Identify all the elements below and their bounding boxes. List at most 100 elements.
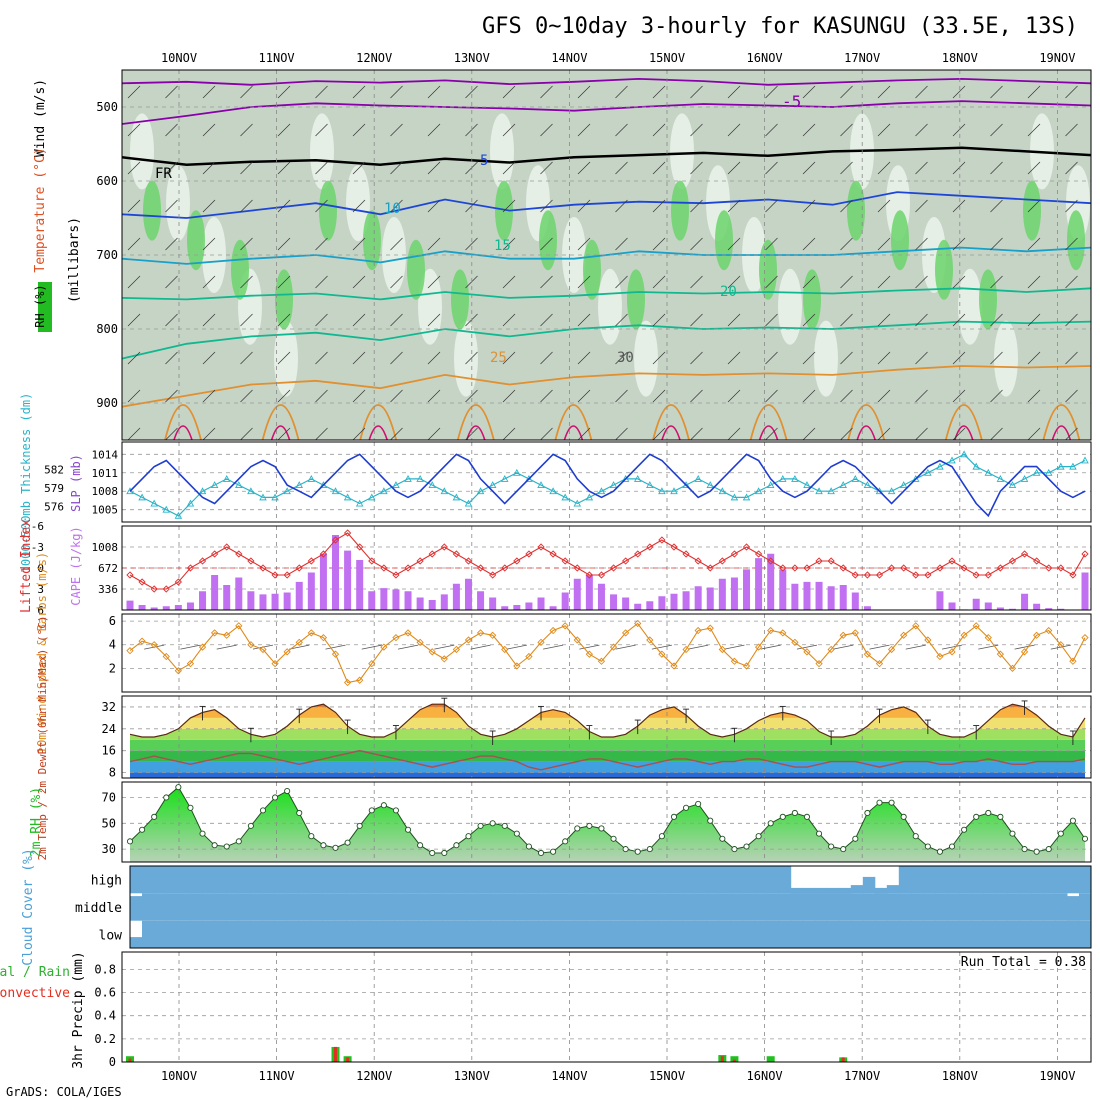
surface-wind-barb xyxy=(543,644,564,650)
wind-barb xyxy=(352,351,366,365)
cloud-cell-middle xyxy=(946,893,960,921)
wind-speed-marker xyxy=(658,650,666,658)
wind-barb xyxy=(1027,85,1041,99)
lifted-index-marker xyxy=(428,550,436,558)
wind-barb xyxy=(952,161,966,175)
wind-barb xyxy=(390,161,403,175)
cape-bar xyxy=(199,591,207,610)
wind-barb xyxy=(615,123,628,137)
wind-barb xyxy=(315,275,328,289)
lifted-index-marker xyxy=(223,543,231,551)
cloud-cell-low xyxy=(922,920,936,948)
thickness-marker xyxy=(174,511,183,519)
wind-barb xyxy=(127,161,141,175)
axis-label-wind10m: 10m Wind Speed & Barbs (m/s) xyxy=(35,552,49,754)
wind-speed-marker xyxy=(742,662,751,670)
wind-speed-marker xyxy=(718,645,726,654)
rh-marker xyxy=(308,833,315,840)
rh-marker xyxy=(743,843,750,850)
surface-wind-barb xyxy=(216,644,237,650)
cloud-cell-high xyxy=(298,866,311,894)
cape-bar xyxy=(307,572,315,610)
wind-speed-marker xyxy=(319,633,328,642)
wind-barb xyxy=(127,313,141,327)
cloud-cell-low xyxy=(238,920,251,948)
cloud-cell-low xyxy=(694,920,708,948)
wind-barb xyxy=(727,389,741,403)
lifted-index-tick-label: -3 xyxy=(31,541,44,554)
wind-barb xyxy=(315,85,328,99)
lifted-index-marker xyxy=(767,557,775,565)
cloud-cell-high xyxy=(874,887,888,894)
wind-barb xyxy=(952,427,966,441)
rh-tick-label: 30 xyxy=(102,842,116,856)
wind-speed-marker xyxy=(247,641,255,649)
cloud-cell-middle xyxy=(214,893,227,921)
wind-tick-label: 4 xyxy=(109,638,116,652)
rh-marker xyxy=(816,830,823,837)
lifted-index-marker xyxy=(186,564,195,572)
wind-barb xyxy=(577,85,591,99)
cape-bar xyxy=(803,581,811,610)
wind-speed-marker xyxy=(670,662,678,670)
wind-barb xyxy=(952,237,966,251)
cloud-cell-middle xyxy=(442,893,455,921)
thickness-marker xyxy=(960,450,968,458)
rh-marker xyxy=(900,813,907,820)
isotherm-35-dome xyxy=(466,425,486,441)
wind-speed-marker xyxy=(1069,657,1077,665)
cloud-cell-low xyxy=(634,920,647,948)
wind-barb xyxy=(990,123,1003,137)
cloud-cell-high xyxy=(538,866,551,894)
cloud-cell-high xyxy=(142,866,155,894)
cloud-cell-high xyxy=(490,866,503,894)
wind-barb xyxy=(277,427,291,441)
wind-barb xyxy=(1065,237,1078,251)
thickness-marker xyxy=(488,481,497,489)
rh-marker xyxy=(501,822,508,829)
wind-speed-marker xyxy=(767,626,775,635)
wind-barb xyxy=(277,275,291,289)
lifted-index-marker xyxy=(984,571,992,579)
cloud-cell-low xyxy=(814,920,828,948)
rh-moist-patch xyxy=(715,210,733,271)
wind-barb xyxy=(540,161,553,175)
wind-barb xyxy=(840,351,853,365)
cloud-cell-high xyxy=(454,866,467,894)
isotherm-30-dome xyxy=(652,404,690,441)
rh-marker xyxy=(997,813,1004,820)
lifted-index-marker xyxy=(235,550,243,558)
cloud-cell-middle xyxy=(742,893,756,921)
wind-barb xyxy=(277,199,291,213)
cloud-cell-middle xyxy=(730,893,744,921)
wind-barb xyxy=(540,389,553,403)
cloud-cell-low xyxy=(262,920,275,948)
cape-bar xyxy=(718,578,726,610)
isotherm-30-dome xyxy=(359,404,398,441)
cloud-cell-low xyxy=(526,920,539,948)
wind-barb xyxy=(802,389,816,403)
wind-barb xyxy=(652,85,666,99)
precip-frame xyxy=(121,951,1092,1063)
wind-speed-marker xyxy=(561,622,569,630)
slp-tick-label: 1008 xyxy=(92,485,119,498)
precip-tick-label: 0 xyxy=(109,1055,116,1069)
lifted-index-marker xyxy=(754,550,763,558)
cloud-cell-middle xyxy=(982,893,996,921)
cloud-cell-low xyxy=(898,920,912,948)
wind-barb xyxy=(1027,313,1041,327)
wind-barb xyxy=(727,351,741,365)
rh-dry-patch xyxy=(778,268,802,345)
rh-moist-patch xyxy=(363,210,381,271)
cloud-cell-high xyxy=(754,866,768,894)
cloud-cell-middle xyxy=(334,893,347,921)
thickness-marker xyxy=(235,481,243,489)
cape-tick-label: 336 xyxy=(98,583,118,596)
wind-speed-marker xyxy=(1045,626,1053,635)
cloud-cell-high xyxy=(130,866,143,894)
thickness-marker xyxy=(573,499,582,507)
rh-marker xyxy=(574,825,581,832)
isotherm-30-dome xyxy=(164,404,202,441)
wind-barb xyxy=(502,85,516,99)
